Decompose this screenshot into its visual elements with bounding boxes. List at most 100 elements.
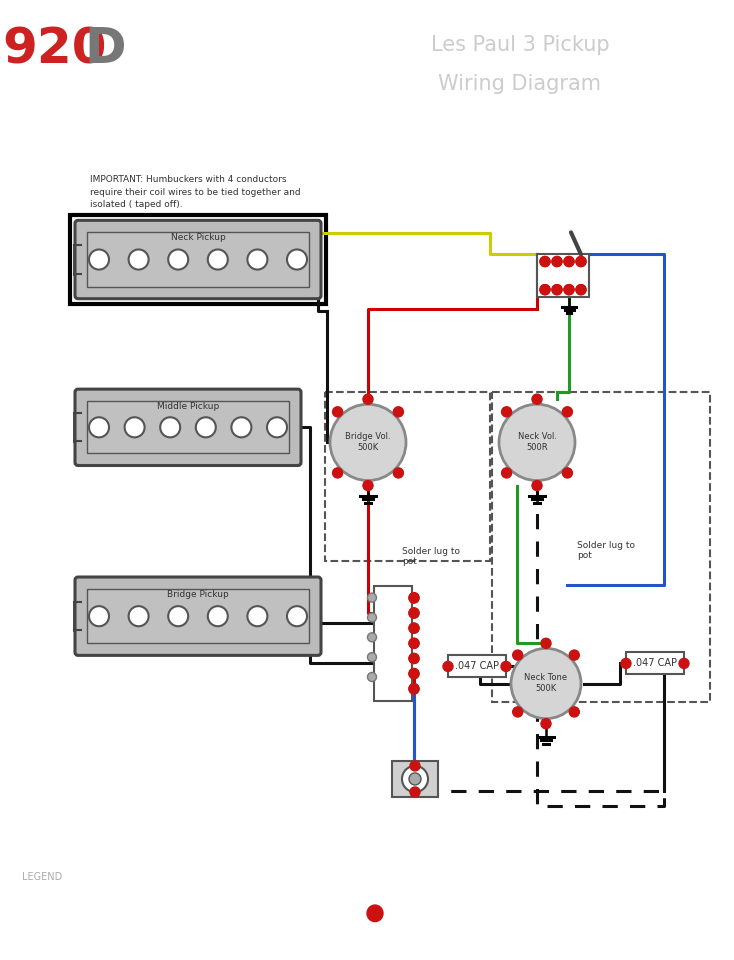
Circle shape bbox=[409, 638, 419, 648]
Circle shape bbox=[409, 608, 419, 618]
Text: Solder Point: Solder Point bbox=[392, 907, 467, 920]
Text: 500R: 500R bbox=[526, 443, 548, 452]
Text: LEGEND: LEGEND bbox=[22, 872, 62, 882]
Circle shape bbox=[333, 407, 343, 417]
Bar bbox=[492, 392, 710, 702]
Circle shape bbox=[368, 612, 377, 622]
Text: Hot: Hot bbox=[34, 907, 56, 920]
Circle shape bbox=[553, 285, 562, 294]
Circle shape bbox=[576, 257, 586, 266]
Circle shape bbox=[576, 284, 586, 295]
Circle shape bbox=[499, 404, 575, 481]
Circle shape bbox=[394, 468, 403, 477]
Circle shape bbox=[208, 606, 228, 626]
Circle shape bbox=[368, 593, 377, 602]
Text: Neck Pickup: Neck Pickup bbox=[170, 233, 225, 242]
Circle shape bbox=[393, 468, 404, 478]
Text: Solder lug to
pot: Solder lug to pot bbox=[402, 547, 460, 566]
Circle shape bbox=[540, 256, 550, 267]
Circle shape bbox=[501, 407, 512, 417]
Circle shape bbox=[540, 256, 550, 267]
Text: Solder lug to
pot: Solder lug to pot bbox=[577, 540, 635, 561]
Circle shape bbox=[368, 672, 377, 682]
Text: 500K: 500K bbox=[357, 443, 379, 452]
Circle shape bbox=[513, 650, 523, 660]
Circle shape bbox=[128, 606, 148, 626]
Circle shape bbox=[576, 256, 586, 267]
Circle shape bbox=[168, 250, 188, 270]
Text: Middle Pickup: Middle Pickup bbox=[157, 401, 219, 411]
Circle shape bbox=[368, 633, 377, 642]
Text: .047 CAP: .047 CAP bbox=[633, 659, 677, 668]
Circle shape bbox=[513, 708, 522, 716]
Text: Les Paul 3 Pickup: Les Paul 3 Pickup bbox=[431, 36, 609, 55]
Bar bbox=[537, 254, 589, 297]
Circle shape bbox=[563, 468, 572, 477]
Circle shape bbox=[564, 284, 574, 295]
Circle shape bbox=[128, 250, 148, 270]
Circle shape bbox=[564, 256, 574, 267]
Text: Wiring Diagram: Wiring Diagram bbox=[438, 74, 601, 94]
Circle shape bbox=[410, 624, 418, 633]
Circle shape bbox=[576, 256, 586, 267]
FancyBboxPatch shape bbox=[75, 577, 321, 656]
Circle shape bbox=[287, 250, 307, 270]
Circle shape bbox=[409, 654, 419, 663]
Circle shape bbox=[410, 669, 418, 679]
Bar bbox=[87, 589, 309, 643]
Circle shape bbox=[409, 593, 419, 603]
Bar bbox=[374, 586, 412, 701]
Circle shape bbox=[267, 418, 287, 438]
Circle shape bbox=[562, 407, 573, 417]
Circle shape bbox=[89, 606, 109, 626]
Circle shape bbox=[532, 481, 542, 491]
Circle shape bbox=[409, 669, 419, 679]
Text: Bridge Pickup: Bridge Pickup bbox=[167, 589, 229, 599]
Circle shape bbox=[409, 684, 419, 694]
Circle shape bbox=[511, 648, 581, 719]
Text: Neck Vol.: Neck Vol. bbox=[517, 432, 556, 441]
Circle shape bbox=[513, 651, 522, 660]
Text: Ground
Wire: Ground Wire bbox=[132, 892, 178, 920]
Bar bbox=[70, 215, 326, 303]
Circle shape bbox=[570, 708, 579, 716]
Circle shape bbox=[402, 766, 428, 792]
Circle shape bbox=[160, 418, 181, 438]
Circle shape bbox=[409, 623, 419, 633]
Circle shape bbox=[541, 638, 551, 648]
Circle shape bbox=[570, 707, 579, 717]
Circle shape bbox=[409, 684, 419, 693]
Circle shape bbox=[410, 684, 418, 693]
Text: custom shop: custom shop bbox=[5, 84, 145, 104]
Circle shape bbox=[552, 284, 562, 295]
Circle shape bbox=[540, 284, 550, 295]
Circle shape bbox=[409, 638, 419, 648]
Circle shape bbox=[501, 468, 512, 478]
Text: D: D bbox=[84, 25, 126, 73]
Circle shape bbox=[410, 787, 420, 797]
Circle shape bbox=[540, 284, 550, 295]
Circle shape bbox=[564, 257, 573, 266]
Circle shape bbox=[363, 395, 373, 404]
Circle shape bbox=[394, 407, 403, 417]
Circle shape bbox=[168, 606, 188, 626]
Circle shape bbox=[553, 257, 562, 266]
Circle shape bbox=[410, 654, 418, 663]
Circle shape bbox=[368, 653, 377, 661]
Circle shape bbox=[541, 719, 551, 729]
Circle shape bbox=[231, 418, 252, 438]
Text: 500K: 500K bbox=[535, 684, 556, 693]
Text: IMPORTANT: Humbuckers with 4 conductors
require their coil wires to be tied toge: IMPORTANT: Humbuckers with 4 conductors … bbox=[90, 175, 301, 209]
Circle shape bbox=[564, 285, 573, 294]
Circle shape bbox=[363, 481, 373, 491]
Circle shape bbox=[409, 773, 421, 785]
Circle shape bbox=[532, 481, 542, 491]
FancyBboxPatch shape bbox=[75, 221, 321, 299]
Circle shape bbox=[540, 285, 550, 294]
Circle shape bbox=[89, 250, 109, 270]
Circle shape bbox=[576, 284, 586, 295]
Circle shape bbox=[542, 719, 550, 729]
Circle shape bbox=[552, 256, 562, 267]
Circle shape bbox=[247, 606, 267, 626]
Circle shape bbox=[570, 651, 579, 660]
